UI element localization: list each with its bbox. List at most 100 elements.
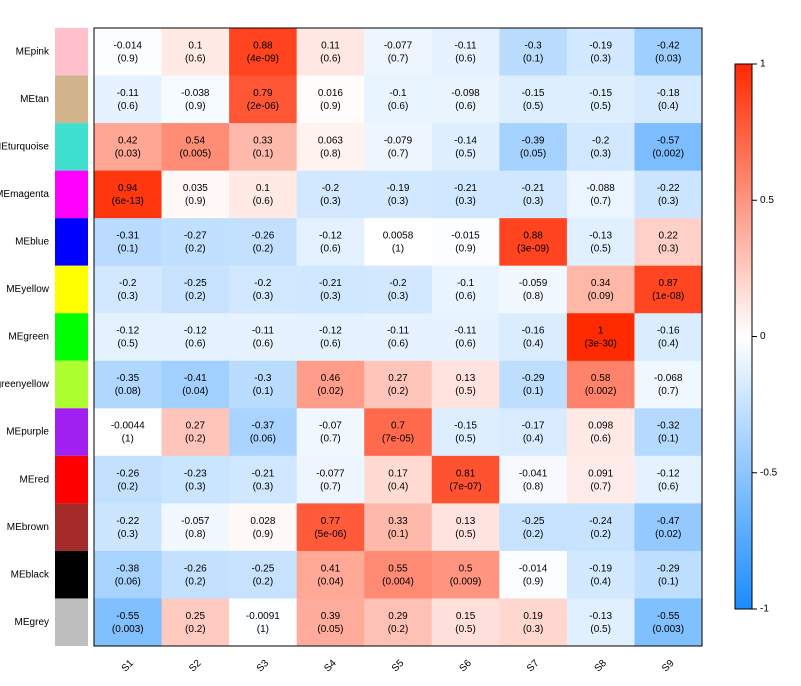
- cell-value: -0.11: [455, 326, 477, 337]
- cell-value: -0.38: [116, 563, 139, 574]
- cell-value: -0.19: [589, 563, 612, 574]
- cell: [431, 28, 500, 77]
- cell-p-value: (0.02): [655, 529, 681, 540]
- cell-p-value: (0.4): [658, 101, 679, 112]
- row-label: MEyellow: [6, 284, 50, 295]
- x-tick-label: S8: [593, 658, 610, 675]
- cell-value: -0.24: [589, 516, 612, 527]
- cell-value: -0.0091: [246, 611, 280, 622]
- cell: [94, 218, 163, 267]
- cell-value: -0.057: [181, 516, 210, 527]
- cell: [566, 28, 635, 77]
- cell: [229, 28, 298, 77]
- cell: [229, 170, 298, 219]
- cell-p-value: (0.9): [185, 101, 206, 112]
- row-swatch: [55, 28, 88, 76]
- cell-value: -0.2: [389, 278, 407, 289]
- row-label: MEbrown: [7, 522, 49, 533]
- cell: [431, 550, 500, 599]
- cell-value: -0.26: [251, 231, 274, 242]
- cell-value: -0.57: [657, 135, 680, 146]
- x-tick-label: S3: [255, 658, 272, 675]
- cell-p-value: (0.3): [455, 196, 476, 207]
- cell-p-value: (0.6): [658, 481, 679, 492]
- cell-p-value: (0.1): [253, 386, 274, 397]
- row-label: MEgrey: [15, 617, 49, 628]
- cell-value: -0.11: [387, 326, 409, 337]
- cell-value: 0.46: [321, 373, 341, 384]
- cell: [364, 218, 433, 267]
- cell: [566, 503, 635, 552]
- cell-value: 0.27: [186, 421, 206, 432]
- cell: [634, 28, 703, 77]
- cell-value: 0.55: [388, 563, 408, 574]
- cell-p-value: (0.3): [320, 196, 341, 207]
- cell-value: -0.22: [657, 183, 680, 194]
- cell-value: 0.22: [658, 231, 678, 242]
- cell-value: -0.059: [519, 278, 548, 289]
- cell-value: -0.15: [589, 88, 612, 99]
- cell-p-value: (0.7): [388, 148, 409, 159]
- cell: [296, 360, 365, 409]
- cell: [161, 265, 230, 314]
- cell: [431, 455, 500, 504]
- cell-value: -0.29: [657, 563, 680, 574]
- cell-value: 0.58: [591, 373, 611, 384]
- cell-p-value: (0.7): [590, 481, 611, 492]
- cell: [94, 455, 163, 504]
- cell-p-value: (0.1): [523, 53, 544, 64]
- cell-value: 0.0058: [383, 231, 414, 242]
- cell: [634, 313, 703, 362]
- cell: [161, 503, 230, 552]
- cell: [296, 170, 365, 219]
- cell: [296, 218, 365, 267]
- cell-value: -0.2: [254, 278, 272, 289]
- row-label: MEpink: [16, 46, 50, 57]
- row-swatch: [55, 550, 88, 599]
- cell: [364, 265, 433, 314]
- cell-p-value: (0.6): [590, 434, 611, 445]
- cell-p-value: (0.004): [382, 576, 414, 587]
- cell: [161, 408, 230, 457]
- cell-p-value: (0.8): [523, 481, 544, 492]
- cell: [161, 123, 230, 172]
- cell-p-value: (0.6): [253, 196, 274, 207]
- cell-p-value: (0.2): [590, 529, 611, 540]
- row-swatch: [55, 313, 88, 361]
- row-swatch: [55, 408, 88, 456]
- cell-p-value: (0.5): [117, 339, 138, 350]
- cell-value: -0.2: [119, 278, 137, 289]
- cell-p-value: (0.3): [658, 244, 679, 255]
- cell-p-value: (0.2): [388, 624, 409, 635]
- cell-p-value: (0.9): [523, 576, 544, 587]
- cell: [161, 313, 230, 362]
- cell-value: -0.27: [184, 231, 207, 242]
- cell-value: -0.15: [454, 421, 477, 432]
- cell: [161, 550, 230, 599]
- cell: [431, 265, 500, 314]
- cell-value: -0.25: [251, 563, 274, 574]
- cell-p-value: (5e-06): [314, 529, 346, 540]
- cell-value: -0.014: [114, 40, 143, 51]
- cell-value: -0.16: [657, 326, 680, 337]
- cell-p-value: (0.6): [320, 339, 341, 350]
- cell-p-value: (0.8): [320, 148, 341, 159]
- cell-p-value: (0.2): [185, 434, 206, 445]
- cell-value: -0.12: [116, 326, 139, 337]
- x-tick-label: S6: [457, 658, 474, 675]
- row-label: MEblack: [11, 569, 50, 580]
- cell-p-value: (0.1): [117, 244, 138, 255]
- row-swatch: [55, 598, 88, 646]
- cell: [634, 550, 703, 599]
- cell: [364, 28, 433, 77]
- row-swatch: [55, 360, 88, 409]
- cell-value: 0.5: [459, 563, 473, 574]
- colorbar: [734, 63, 753, 610]
- cell-value: 0.063: [318, 135, 343, 146]
- cell-p-value: (0.6): [320, 53, 341, 64]
- cell: [499, 550, 568, 599]
- cell-p-value: (0.2): [117, 481, 138, 492]
- cell-p-value: (0.6): [185, 339, 206, 350]
- cell-p-value: (0.005): [179, 148, 211, 159]
- cell-value: -0.077: [384, 40, 413, 51]
